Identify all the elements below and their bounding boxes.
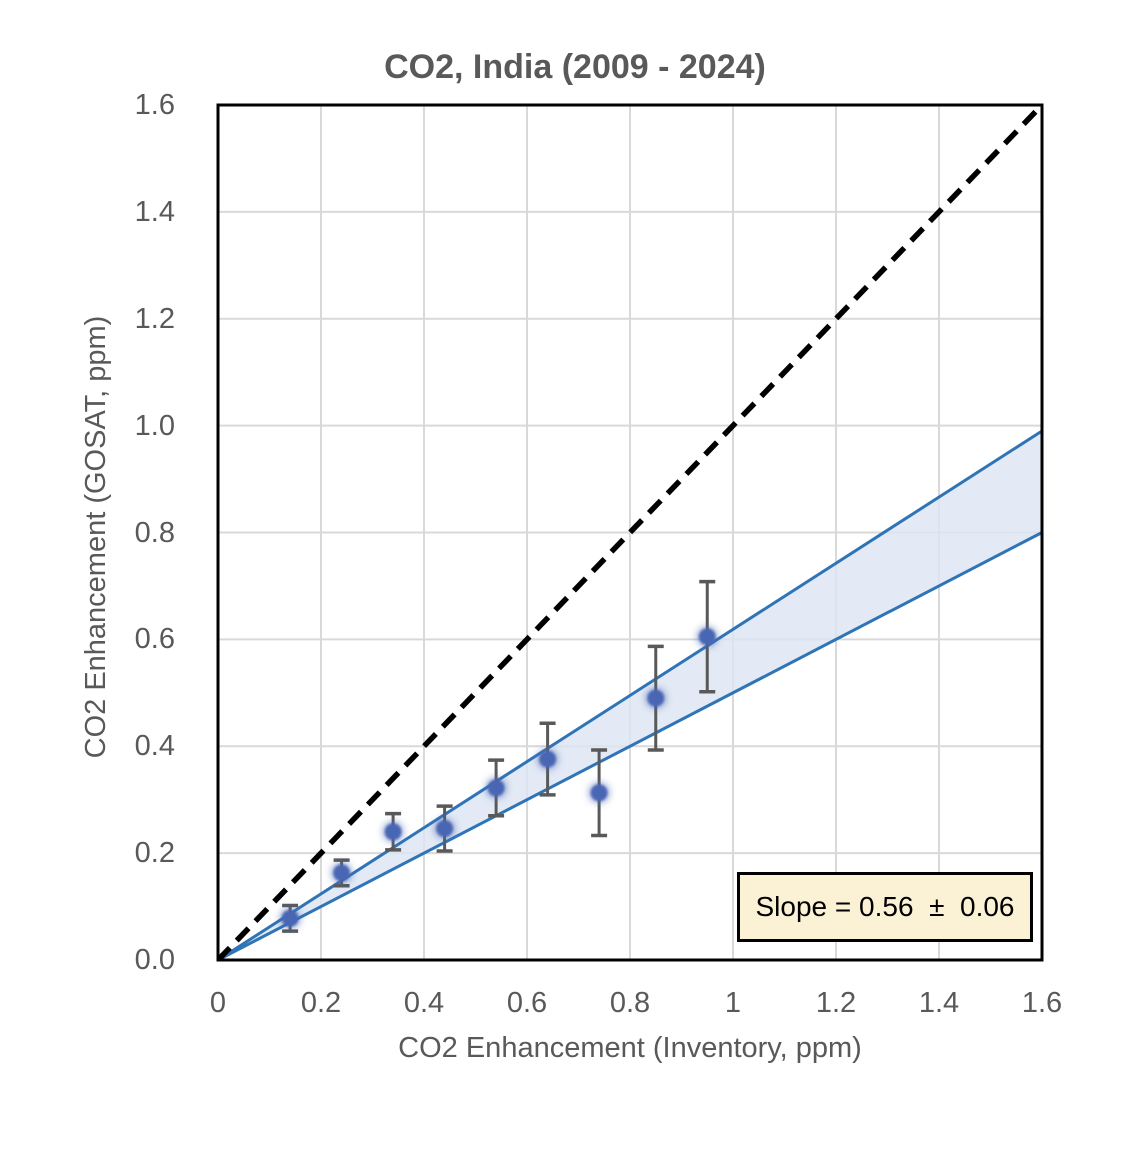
slope-annotation-text: Slope = 0.56 ± 0.06: [755, 891, 1015, 922]
x-tick-label: 0.8: [609, 987, 651, 1019]
y-tick-label: 0.8: [134, 516, 175, 549]
x-tick-label: 1: [724, 987, 742, 1019]
y-tick-label: 1.6: [134, 89, 175, 121]
x-axis-title: CO2 Enhancement (Inventory, ppm): [398, 1032, 862, 1064]
y-tick-label: 1.2: [134, 302, 175, 335]
x-tick-label: 0.6: [506, 987, 548, 1019]
slope-annotation-box: Slope = 0.56 ± 0.06: [737, 872, 1033, 942]
y-tick-label: 1.4: [134, 195, 175, 228]
chart-title: CO2, India (2009 - 2024): [384, 48, 766, 86]
y-tick-label: 1.0: [134, 409, 175, 442]
x-tick-label: 0: [209, 987, 227, 1019]
x-tick-label: 0.2: [300, 987, 342, 1019]
x-tick-label: 1.4: [918, 987, 960, 1019]
y-tick-label: 0.2: [134, 837, 175, 870]
x-tick-label: 1.6: [1021, 987, 1063, 1019]
y-tick-label: 0.4: [134, 730, 175, 763]
y-tick-label: 0.0: [134, 944, 175, 976]
y-tick-label: 0.6: [134, 623, 175, 656]
x-tick-label: 1.2: [815, 987, 857, 1019]
x-tick-label: 0.4: [403, 987, 445, 1019]
